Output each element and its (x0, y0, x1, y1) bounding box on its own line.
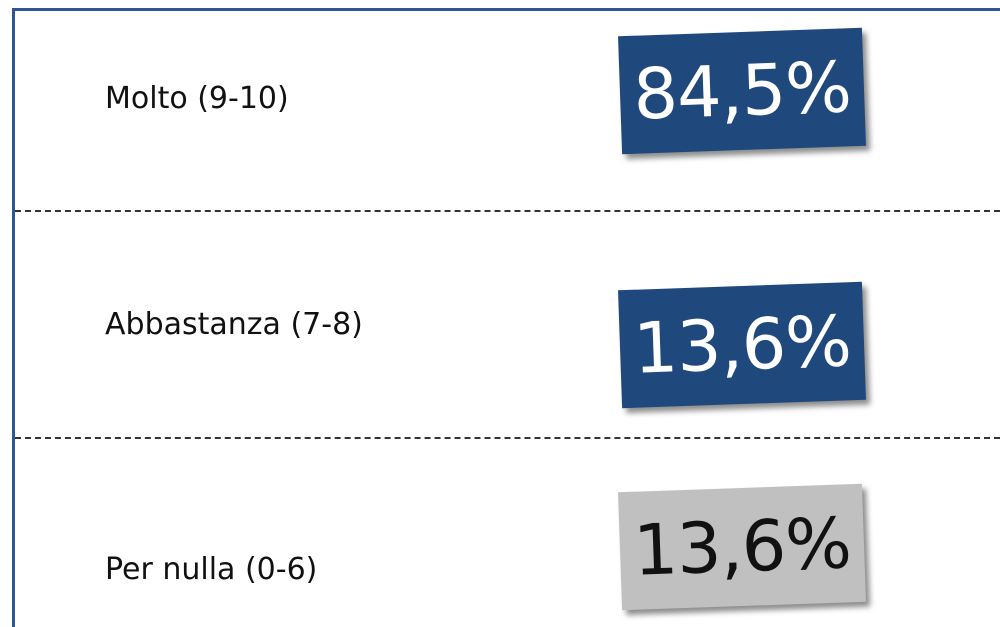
value-badge: 84,5% (618, 27, 866, 155)
value-badge: 13,6% (618, 483, 866, 611)
value-badge: 13,6% (618, 281, 866, 409)
row-label: Abbastanza (7-8) (105, 307, 363, 342)
separator (15, 437, 1000, 439)
row-label: Per nulla (0-6) (105, 552, 318, 587)
frame (12, 8, 1000, 627)
separator (15, 210, 1000, 212)
row-label: Molto (9-10) (105, 81, 289, 116)
